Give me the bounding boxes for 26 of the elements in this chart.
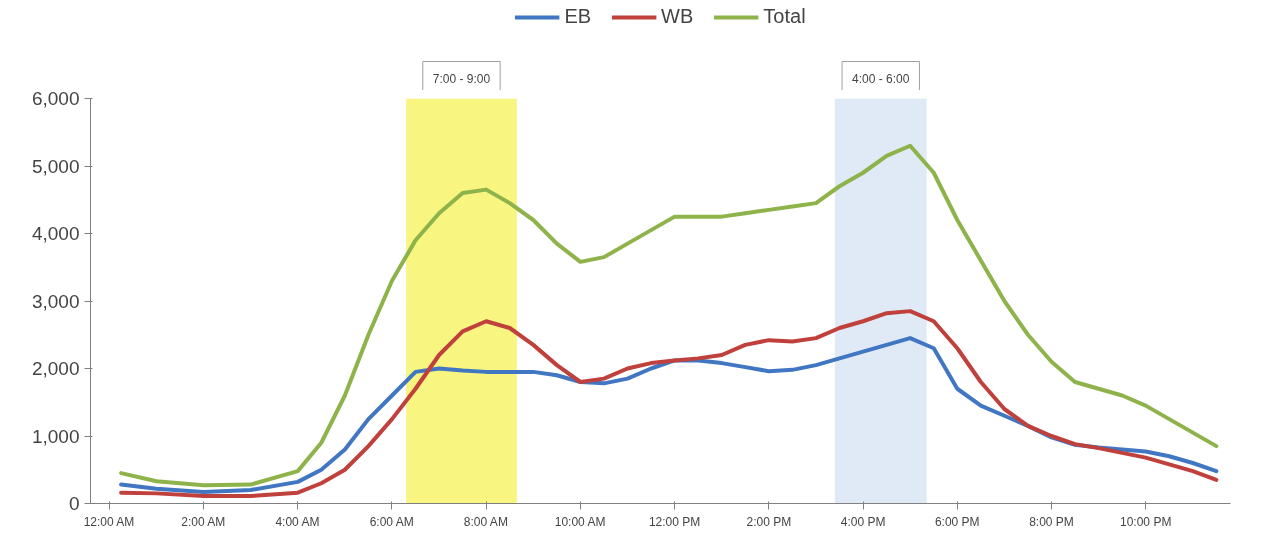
line-series — [119, 143, 1219, 488]
x-tick-label: 6:00 AM — [369, 514, 414, 529]
band-label: 4:00 - 6:00 — [852, 71, 910, 86]
legend-label: EB — [564, 5, 592, 28]
x-tick-label: 4:00 AM — [275, 514, 320, 529]
x-tick-label: 4:00 PM — [840, 514, 886, 529]
y-tick-label: 6,000 — [31, 88, 80, 109]
x-tick-label: 8:00 PM — [1029, 514, 1074, 529]
y-tick-label: 4,000 — [31, 223, 80, 244]
legend-label: Total — [763, 5, 806, 28]
y-tick-label: 3,000 — [31, 290, 80, 312]
x-tick-label: 10:00 PM — [1120, 514, 1172, 529]
x-tick-label: 8:00 AM — [463, 514, 508, 529]
x-tick-label: 12:00 PM — [648, 514, 701, 529]
line-series — [119, 309, 1219, 499]
y-tick-label: 5,000 — [31, 155, 80, 177]
x-tick-label: 12:00 AM — [83, 514, 135, 529]
x-tick-label: 2:00 PM — [746, 514, 792, 529]
y-tick-label: 0 — [68, 493, 80, 514]
legend-label: WB — [661, 5, 694, 28]
band-label: 7:00 - 9:00 — [432, 71, 491, 86]
x-tick-label: 10:00 AM — [554, 514, 606, 529]
y-tick-label: 2,000 — [31, 358, 80, 379]
x-tick-label: 2:00 AM — [181, 514, 226, 529]
y-tick-label: 1,000 — [31, 425, 80, 447]
x-tick-label: 6:00 PM — [934, 514, 980, 529]
